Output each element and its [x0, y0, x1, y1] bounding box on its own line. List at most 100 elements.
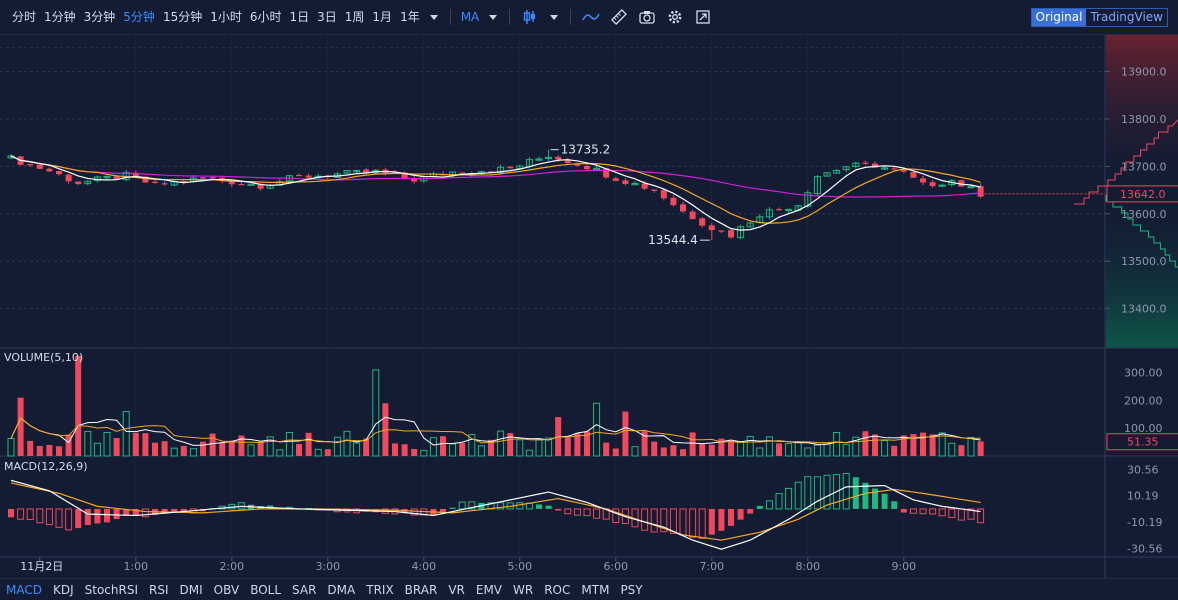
gear-icon[interactable] — [664, 0, 686, 34]
volume-bar-down — [56, 446, 62, 456]
macd-hist-bar — [689, 508, 697, 538]
volume-bar-up — [372, 369, 380, 457]
macd-hist-bar — [650, 508, 658, 533]
indicator-tab-trix[interactable]: TRIX — [366, 582, 394, 597]
volume-bar-down — [228, 440, 235, 456]
candle-body-down — [401, 172, 408, 179]
volume-bar-down — [862, 431, 869, 456]
line-tool-icon[interactable] — [580, 0, 602, 34]
macd-hist-bar — [141, 508, 149, 518]
divider — [570, 9, 572, 25]
timeframe-4[interactable]: 15分钟 — [162, 10, 203, 24]
timeframe-2[interactable]: 3分钟 — [83, 10, 116, 24]
candle-body-up — [881, 167, 889, 170]
volume-bar-down — [65, 434, 72, 456]
kline-chart[interactable]: 13900.0 13800.0 13700.0 13600.0 13500.0 13400… — [0, 35, 1178, 578]
macd-axis-label-2: -10.19 — [1127, 516, 1162, 529]
volume-bar-down — [622, 411, 629, 456]
macd-hist-bar — [891, 501, 898, 509]
macd-hist-bar — [104, 508, 110, 523]
candle-body-down — [574, 163, 581, 166]
volume-bar-up — [804, 447, 812, 457]
indicator-tab-boll[interactable]: BOLL — [250, 582, 282, 597]
macd-hist-bar — [872, 488, 878, 509]
volume-bar-down — [728, 440, 734, 456]
timeframe-0[interactable]: 分时 — [12, 10, 37, 24]
timeframe-11[interactable]: 1年 — [400, 10, 420, 24]
volume-bar-down — [17, 397, 24, 456]
macd-hist-bar — [36, 508, 44, 524]
volume-ma5-line — [10, 416, 981, 446]
camera-icon[interactable] — [636, 0, 658, 34]
macd-hist-bar — [161, 508, 168, 514]
indicator-tab-stochrsi[interactable]: StochRSI — [84, 582, 139, 597]
volume-bar-down — [27, 440, 34, 456]
indicator-tab-kdj[interactable]: KDJ — [52, 582, 74, 597]
candle-body-up — [343, 170, 351, 174]
divider — [449, 9, 451, 25]
timeframe-10[interactable]: 1月 — [372, 10, 393, 24]
indicator-tab-vr[interactable]: VR — [448, 582, 465, 597]
volume-bar-down — [708, 444, 715, 456]
volume-bar-up — [737, 441, 745, 457]
macd-hist-bar — [718, 508, 725, 531]
indicator-tab-dmi[interactable]: DMI — [179, 582, 203, 597]
volume-bar-down — [660, 447, 667, 456]
timeframe-7[interactable]: 1日 — [289, 10, 310, 24]
volume-bar-down — [929, 434, 936, 456]
fullscreen-icon[interactable] — [692, 0, 714, 34]
view-tradingview-button[interactable]: TradingView — [1090, 10, 1163, 24]
volume-bar-down — [651, 441, 658, 456]
macd-hist-bar — [45, 508, 53, 526]
indicator-tab-psy[interactable]: PSY — [620, 582, 643, 597]
timeframe-1[interactable]: 1分钟 — [44, 10, 76, 24]
indicator-tab-rsi[interactable]: RSI — [149, 582, 169, 597]
candle-type-icon[interactable] — [519, 0, 541, 34]
candle-body-down — [718, 230, 725, 232]
indicator-caret[interactable] — [489, 14, 498, 20]
macd-hist-bar — [612, 508, 620, 523]
volume-bar-down — [689, 432, 696, 456]
volume-bar-down — [392, 443, 398, 456]
indicator-tab-dma[interactable]: DMA — [327, 582, 356, 597]
grid — [0, 35, 1178, 578]
ruler-icon[interactable] — [608, 0, 630, 34]
macd-hist-bar — [900, 508, 907, 513]
macd-hist-bar — [833, 474, 841, 510]
timeframe-more-caret[interactable] — [429, 14, 438, 20]
volume-bar-up — [785, 443, 793, 457]
indicator-tab-roc[interactable]: ROC — [544, 582, 571, 597]
candle-body-down — [56, 171, 62, 175]
macd-hist-bar — [468, 501, 476, 510]
indicator-tab-wr[interactable]: WR — [513, 582, 534, 597]
timeframe-6[interactable]: 6小时 — [249, 10, 282, 24]
time-axis-label-8: 8:00 — [795, 560, 820, 573]
volume-bar-down — [574, 433, 581, 456]
macd-hist-bar — [785, 487, 793, 510]
volume-bar-down — [670, 445, 677, 456]
timeframe-3[interactable]: 5分钟 — [123, 10, 155, 24]
indicator-select[interactable]: MA — [460, 10, 480, 24]
volume-bar-down — [680, 449, 686, 456]
volume-bar-up — [938, 432, 946, 457]
timeframe-8[interactable]: 3日 — [317, 10, 337, 24]
indicator-tab-brar[interactable]: BRAR — [404, 582, 438, 597]
macd-hist-bar — [852, 477, 859, 509]
ma5-line — [10, 155, 981, 231]
view-original-button[interactable]: Original — [1031, 9, 1087, 26]
indicator-tab-emv[interactable]: EMV — [475, 582, 503, 597]
indicator-tab-obv[interactable]: OBV — [213, 582, 240, 597]
volume-bar-up — [84, 430, 92, 457]
indicator-tab-macd[interactable]: MACD — [6, 582, 42, 597]
timeframe-5[interactable]: 1小时 — [210, 10, 242, 24]
indicator-tab-mtm[interactable]: MTM — [581, 582, 610, 597]
macd-hist-bar — [823, 474, 831, 510]
volume-bar-down — [776, 443, 782, 456]
candle-type-caret[interactable] — [550, 14, 559, 20]
indicator-tab-sar[interactable]: SAR — [292, 582, 317, 597]
candle-body-down — [660, 190, 667, 199]
timeframe-9[interactable]: 1周 — [344, 10, 365, 24]
volume-bar-up — [842, 443, 850, 457]
volume-bar-up — [813, 444, 821, 457]
candle-body-down — [670, 197, 677, 206]
